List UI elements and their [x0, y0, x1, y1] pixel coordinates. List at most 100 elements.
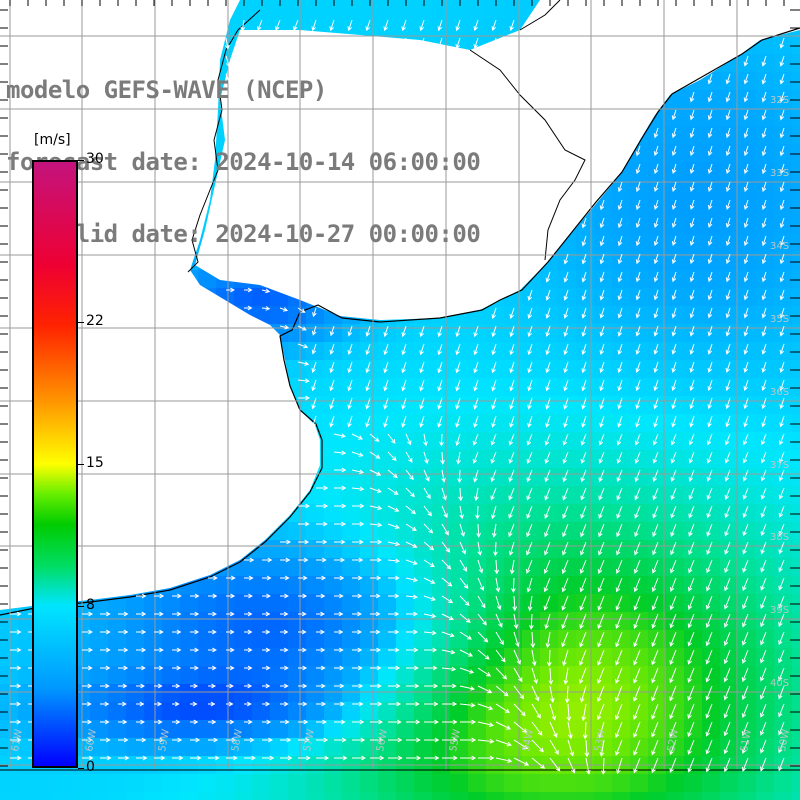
wind-arrow: [154, 665, 164, 671]
wind-arrow: [10, 629, 22, 635]
field-cell: [630, 612, 648, 630]
field-cell: [684, 468, 702, 486]
field-cell: [792, 702, 800, 720]
field-cell: [306, 576, 324, 594]
field-cell: [18, 774, 36, 792]
field-cell: [306, 558, 324, 576]
wind-arrow: [743, 343, 749, 355]
wind-arrow: [244, 305, 253, 311]
wind-arrow: [651, 649, 659, 666]
wind-arrow: [741, 703, 749, 719]
field-cell: [144, 720, 162, 738]
field-cell: [792, 540, 800, 558]
wind-arrow: [562, 433, 569, 446]
wind-arrow: [279, 307, 289, 312]
wind-arrow: [298, 755, 311, 761]
wind-arrow: [455, 343, 461, 356]
wind-arrow: [778, 487, 785, 500]
wind-arrow: [513, 721, 528, 733]
wind-arrow: [370, 539, 383, 545]
wind-arrow: [118, 647, 129, 653]
field-cell: [504, 486, 522, 504]
wind-arrow: [226, 755, 238, 761]
field-cell: [720, 378, 738, 396]
field-cell: [450, 414, 468, 432]
wind-arrow: [707, 109, 713, 121]
field-cell: [522, 522, 540, 540]
field-cell: [432, 486, 450, 504]
field-cell: [108, 666, 126, 684]
wind-arrow: [689, 361, 695, 373]
wind-arrow: [615, 595, 623, 611]
wind-arrow: [689, 307, 695, 319]
field-cell: [792, 90, 800, 108]
field-cell: [0, 792, 18, 800]
field-cell: [0, 612, 18, 630]
field-cell: [360, 360, 378, 378]
wind-arrow: [406, 737, 421, 743]
field-cell: [360, 378, 378, 396]
field-cell: [342, 540, 360, 558]
lon-label: 52W: [666, 728, 681, 752]
wind-arrow: [651, 577, 659, 593]
field-cell: [432, 378, 450, 396]
field-cell: [342, 378, 360, 396]
wind-arrow: [459, 702, 476, 708]
field-cell: [270, 612, 288, 630]
field-cell: [774, 414, 792, 432]
wind-arrow: [688, 469, 695, 482]
field-cell: [522, 360, 540, 378]
field-cell: [522, 774, 540, 792]
field-cell: [468, 522, 486, 540]
field-cell: [594, 558, 612, 576]
wind-arrow: [671, 235, 677, 246]
wind-arrow: [455, 415, 461, 428]
wind-arrow: [689, 325, 695, 337]
wind-arrow: [778, 595, 785, 609]
field-cell: [216, 666, 234, 684]
wind-arrow: [562, 469, 569, 483]
field-cell: [522, 684, 540, 702]
colorbar-tick: [78, 160, 84, 161]
wind-arrow: [82, 719, 93, 725]
field-cell: [450, 666, 468, 684]
field-cell: [720, 720, 738, 738]
wind-arrow: [633, 631, 641, 648]
wind-arrow: [651, 559, 659, 574]
field-cell: [792, 630, 800, 648]
field-cell: [612, 702, 630, 720]
wind-arrow: [563, 379, 569, 392]
wind-arrow: [477, 595, 486, 609]
wind-arrow: [225, 37, 230, 50]
wind-arrow: [226, 593, 236, 599]
wind-arrow: [653, 235, 659, 247]
field-cell: [270, 630, 288, 648]
field-cell: [432, 792, 450, 800]
field-cell: [216, 774, 234, 792]
wind-arrow: [549, 703, 557, 721]
field-cell: [126, 666, 144, 684]
field-cell: [378, 324, 396, 342]
field-cell: [432, 612, 450, 630]
field-cell: [648, 738, 666, 756]
wind-arrow: [579, 649, 587, 666]
field-cell: [306, 378, 324, 396]
field-cell: [342, 594, 360, 612]
wind-arrow: [190, 611, 200, 617]
field-cell: [522, 540, 540, 558]
field-cell: [234, 612, 252, 630]
wind-arrow: [527, 307, 533, 319]
wind-arrow: [527, 325, 533, 338]
field-cell: [90, 792, 108, 800]
field-cell: [468, 684, 486, 702]
field-cell: [396, 396, 414, 414]
field-cell: [702, 504, 720, 522]
wind-arrow: [406, 611, 418, 617]
wind-arrow: [581, 397, 587, 410]
field-cell: [324, 576, 342, 594]
wind-arrow: [742, 577, 749, 592]
field-cell: [666, 684, 684, 702]
wind-arrow: [226, 701, 234, 707]
wind-arrow: [689, 91, 695, 103]
wind-arrow: [545, 397, 551, 410]
